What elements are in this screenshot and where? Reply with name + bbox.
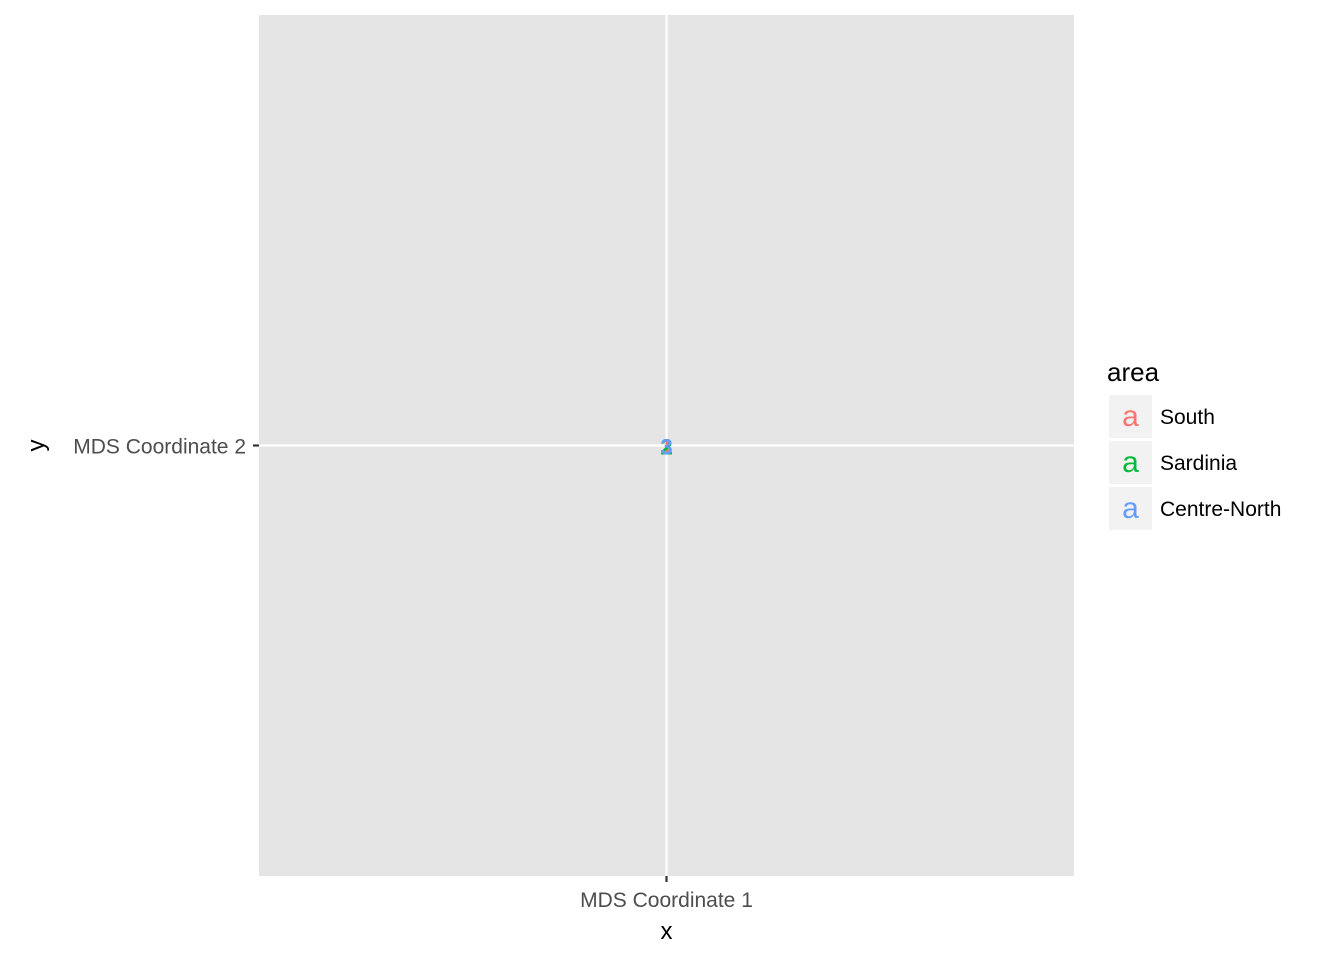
axes: MDS Coordinate 1 MDS Coordinate 2 x y xyxy=(23,436,753,946)
legend-label-sardinia: Sardinia xyxy=(1160,452,1237,475)
legend-glyph-south: a xyxy=(1122,400,1139,433)
x-axis-title: x xyxy=(661,918,673,945)
x-tick-label: MDS Coordinate 1 xyxy=(580,889,753,912)
legend-key-sardinia xyxy=(1109,441,1152,484)
legend-glyph-centre-north: a xyxy=(1122,492,1139,525)
legend-key-centre-north xyxy=(1109,487,1152,530)
data-points: 123 xyxy=(660,435,672,460)
legend-label-centre-north: Centre-North xyxy=(1160,498,1281,521)
y-tick-label: MDS Coordinate 2 xyxy=(73,436,246,459)
point-sardinia: 2 xyxy=(660,435,672,460)
point-south: 1 xyxy=(660,435,672,460)
y-axis-title: y xyxy=(23,440,50,452)
legend-title: area xyxy=(1107,357,1160,387)
legend-glyph-sardinia: a xyxy=(1122,446,1139,479)
grid-lines xyxy=(259,15,1074,876)
legend-label-south: South xyxy=(1160,406,1215,429)
legend-key-south xyxy=(1109,395,1152,438)
point-centre-north: 3 xyxy=(660,435,672,460)
